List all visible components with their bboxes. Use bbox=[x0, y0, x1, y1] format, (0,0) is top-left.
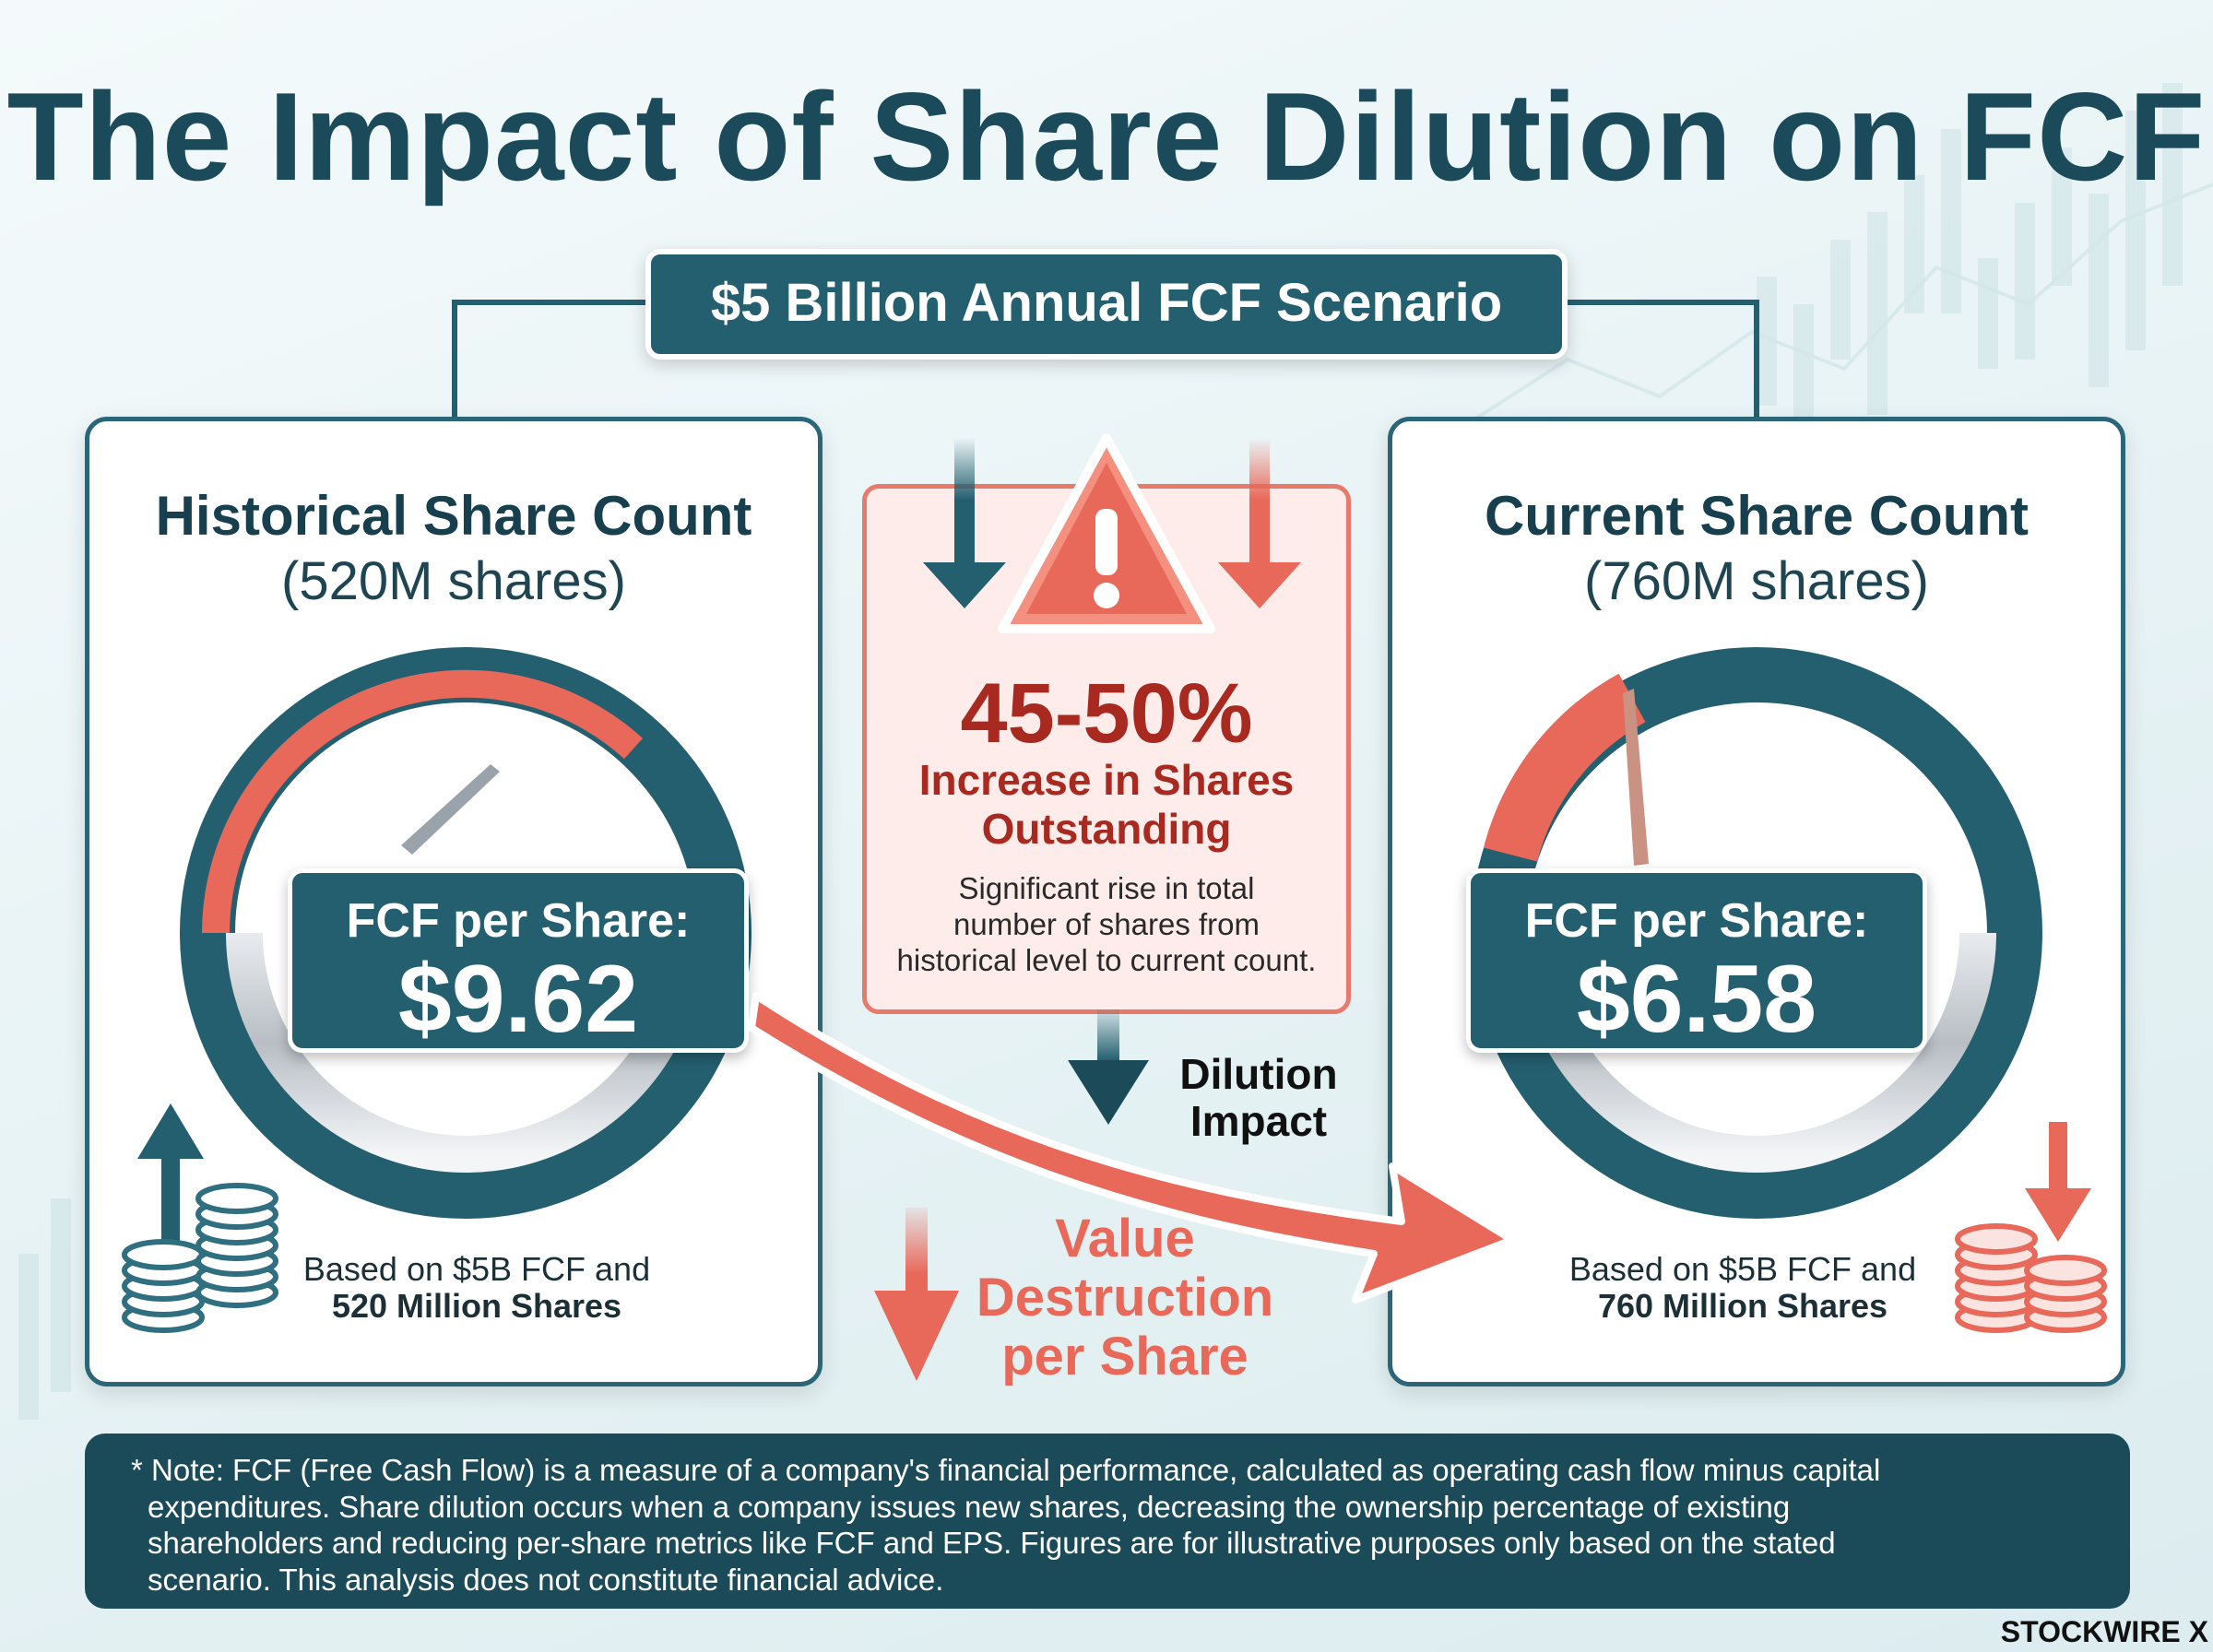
scenario-banner: $5 Billion Annual FCF Scenario bbox=[645, 249, 1568, 360]
historical-subtitle: (520M shares) bbox=[281, 551, 626, 611]
historical-basis-line2: 520 Million Shares bbox=[331, 1287, 622, 1326]
page-title: The Impact of Share Dilution on FCF bbox=[6, 66, 2207, 206]
warning-desc-line1: Significant rise in total bbox=[958, 871, 1255, 905]
warning-headline-line2: Outstanding bbox=[981, 804, 1232, 853]
note-line4: scenario. This analysis does not constit… bbox=[148, 1562, 944, 1597]
current-gauge bbox=[1471, 647, 2107, 1333]
brand-logo: STOCKWIRE X bbox=[2000, 1615, 2208, 1648]
current-gauge-arc bbox=[1483, 673, 1646, 862]
warning-desc-line3: historical level to current count. bbox=[896, 942, 1317, 977]
current-basis-line1: Based on $5B FCF and bbox=[1568, 1250, 1917, 1288]
value-line1: Value bbox=[1055, 1209, 1195, 1268]
warning-headline: Increase in Shares Outstanding bbox=[862, 756, 1351, 854]
dilution-line2: Impact bbox=[1189, 1096, 1328, 1145]
historical-title: Historical Share Count bbox=[155, 485, 752, 547]
historical-basis: Based on $5B FCF and 520 Million Shares bbox=[255, 1250, 698, 1326]
historical-fcf-value: $9.62 bbox=[397, 946, 639, 1053]
note-line1: * Note: FCF (Free Cash Flow) is a measur… bbox=[131, 1453, 1881, 1487]
note-line2: expenditures. Share dilution occurs when… bbox=[148, 1489, 1791, 1524]
note-line3: shareholders and reducing per-share metr… bbox=[148, 1526, 1836, 1561]
warning-headline-line1: Increase in Shares bbox=[918, 756, 1295, 804]
disclaimer-note: * Note: FCF (Free Cash Flow) is a measur… bbox=[85, 1434, 2130, 1609]
current-basis: Based on $5B FCF and 760 Million Shares bbox=[1521, 1250, 1964, 1326]
sweeping-arrow-icon bbox=[748, 992, 1516, 1304]
value-destruction-label: Value Destruction per Share bbox=[931, 1210, 1319, 1386]
dilution-arrow-icon bbox=[1068, 1009, 1149, 1125]
historical-gauge-arc bbox=[202, 669, 644, 934]
warning-arrows bbox=[923, 433, 1301, 633]
current-fcf-box: FCF per Share: $6.58 bbox=[1466, 868, 1927, 1053]
current-fcf-label: FCF per Share: bbox=[1524, 894, 1869, 948]
value-line3: per Share bbox=[1001, 1326, 1249, 1386]
current-card: Current Share Count (760M shares) FCF pe… bbox=[1388, 417, 2125, 1386]
coin-stack-icon bbox=[1955, 1223, 2107, 1333]
current-title: Current Share Count bbox=[1484, 485, 2030, 547]
historical-card: Historical Share Count (520M shares) FCF… bbox=[85, 417, 822, 1386]
warning-description: Significant rise in total number of shar… bbox=[862, 871, 1351, 979]
warning-percent: 45-50% bbox=[960, 667, 1253, 761]
historical-fcf-box: FCF per Share: $9.62 bbox=[288, 868, 749, 1053]
dilution-line1: Dilution bbox=[1179, 1050, 1338, 1098]
warning-desc-line2: number of shares from bbox=[953, 906, 1260, 941]
historical-basis-line1: Based on $5B FCF and bbox=[302, 1250, 651, 1288]
current-fcf-value: $6.58 bbox=[1576, 946, 1817, 1053]
current-subtitle: (760M shares) bbox=[1584, 551, 1929, 611]
current-basis-line2: 760 Million Shares bbox=[1597, 1287, 1888, 1326]
coin-stack-icon bbox=[122, 1183, 278, 1333]
historical-fcf-label: FCF per Share: bbox=[346, 894, 691, 948]
value-down-arrow-icon bbox=[874, 1208, 959, 1381]
value-line2: Destruction bbox=[976, 1267, 1274, 1328]
dilution-impact-label: Dilution Impact bbox=[1157, 1051, 1360, 1144]
warning-triangle-icon bbox=[998, 433, 1215, 633]
